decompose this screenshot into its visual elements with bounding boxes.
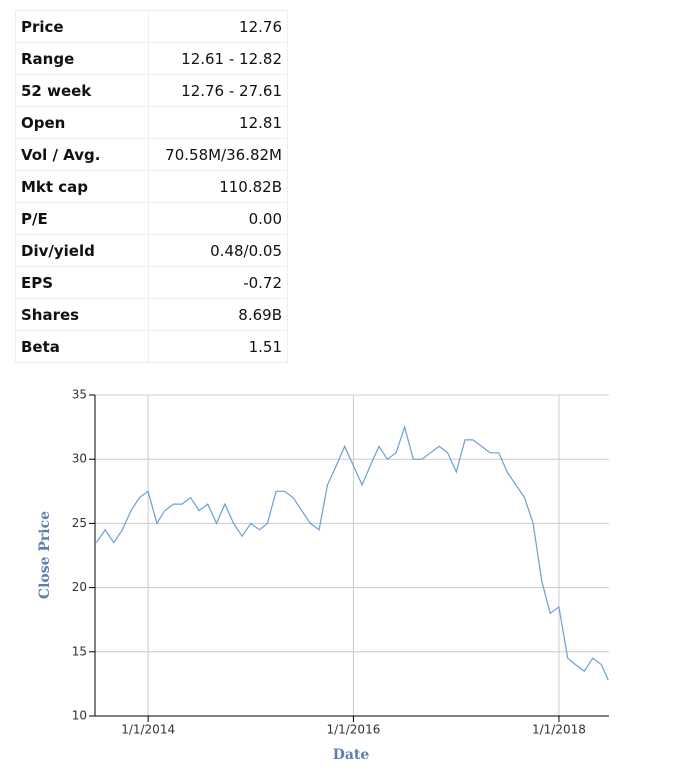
x-tick-label: 1/1/2018 (532, 723, 586, 737)
x-tick-label: 1/1/2014 (121, 723, 175, 737)
cell-value: 12.76 (148, 10, 288, 43)
cell-value: 1.51 (148, 330, 288, 363)
cell-value: 0.00 (148, 202, 288, 235)
cell-label: Open (15, 106, 149, 139)
cell-value: 0.48/0.05 (148, 234, 288, 267)
y-axis-label: Close Price (37, 511, 53, 599)
table-row: EPS -0.72 (15, 266, 288, 299)
cell-label: Div/yield (15, 234, 149, 267)
table-row: Range 12.61 - 12.82 (15, 42, 288, 75)
table-row: Mkt cap 110.82B (15, 170, 288, 203)
cell-label: Beta (15, 330, 149, 363)
cell-value: 12.61 - 12.82 (148, 42, 288, 75)
table-row: Vol / Avg. 70.58M/36.82M (15, 138, 288, 171)
table-row: Beta 1.51 (15, 330, 288, 363)
cell-value: 8.69B (148, 298, 288, 331)
x-axis-label: Date (333, 747, 370, 763)
x-tick-label: 1/1/2016 (326, 723, 380, 737)
price-line (95, 425, 609, 681)
cell-label: Vol / Avg. (15, 138, 149, 171)
quote-table: Price 12.76 Range 12.61 - 12.82 52 week 12.76… (15, 10, 288, 363)
table-row: 52 week 12.76 - 27.61 (15, 74, 288, 107)
cell-value: 12.76 - 27.61 (148, 74, 288, 107)
table-row: Price 12.76 (15, 10, 288, 43)
table-row: Shares 8.69B (15, 298, 288, 331)
cell-label: Mkt cap (15, 170, 149, 203)
y-tick-label: 30 (72, 452, 87, 466)
y-tick-label: 20 (72, 580, 87, 594)
cell-value: 12.81 (148, 106, 288, 139)
table-row: P/E 0.00 (15, 202, 288, 235)
cell-value: 110.82B (148, 170, 288, 203)
cell-label: EPS (15, 266, 149, 299)
cell-value: 70.58M/36.82M (148, 138, 288, 171)
y-tick-label: 15 (72, 644, 87, 658)
y-tick-label: 10 (72, 709, 87, 723)
y-tick-label: 35 (72, 388, 87, 402)
cell-label: Price (15, 10, 149, 43)
table-row: Open 12.81 (15, 106, 288, 139)
y-tick-label: 25 (72, 516, 87, 530)
cell-label: P/E (15, 202, 149, 235)
table-row: Div/yield 0.48/0.05 (15, 234, 288, 267)
